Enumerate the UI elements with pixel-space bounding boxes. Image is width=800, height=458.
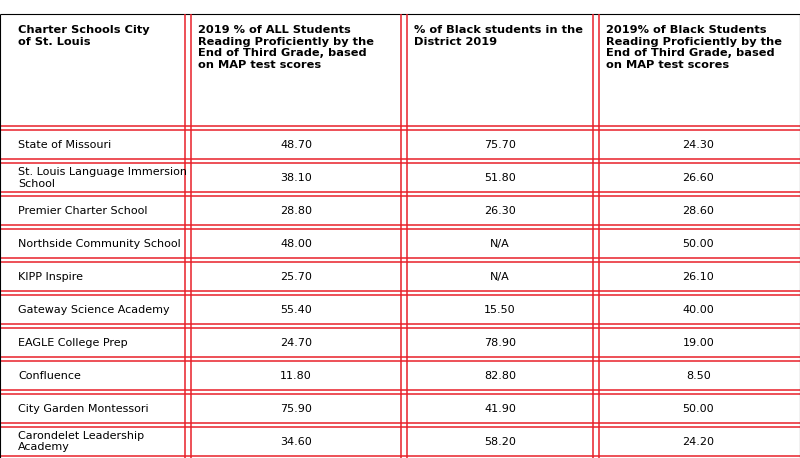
Text: State of Missouri: State of Missouri — [18, 140, 112, 150]
Text: 26.10: 26.10 — [682, 272, 714, 282]
Text: 41.90: 41.90 — [484, 403, 516, 414]
Text: 11.80: 11.80 — [280, 371, 312, 381]
Text: 26.60: 26.60 — [682, 173, 714, 183]
Text: 78.90: 78.90 — [484, 338, 516, 348]
Text: 2019% of Black Students
Reading Proficiently by the
End of Third Grade, based
on: 2019% of Black Students Reading Proficie… — [606, 25, 782, 70]
Text: 75.90: 75.90 — [280, 403, 312, 414]
Text: 58.20: 58.20 — [484, 436, 516, 447]
Text: 50.00: 50.00 — [682, 403, 714, 414]
Text: 19.00: 19.00 — [682, 338, 714, 348]
Text: 50.00: 50.00 — [682, 239, 714, 249]
Text: 48.70: 48.70 — [280, 140, 312, 150]
Text: EAGLE College Prep: EAGLE College Prep — [18, 338, 128, 348]
Text: Carondelet Leadership
Academy: Carondelet Leadership Academy — [18, 431, 145, 453]
Text: 82.80: 82.80 — [484, 371, 516, 381]
Text: 75.70: 75.70 — [484, 140, 516, 150]
Text: N/A: N/A — [490, 272, 510, 282]
Text: 38.10: 38.10 — [280, 173, 312, 183]
Text: 26.30: 26.30 — [484, 206, 516, 216]
Text: City Garden Montessori: City Garden Montessori — [18, 403, 149, 414]
Text: 24.30: 24.30 — [682, 140, 714, 150]
Text: 48.00: 48.00 — [280, 239, 312, 249]
Text: Confluence: Confluence — [18, 371, 82, 381]
Text: 28.80: 28.80 — [280, 206, 312, 216]
Text: % of Black students in the
District 2019: % of Black students in the District 2019 — [414, 25, 583, 47]
Text: Premier Charter School: Premier Charter School — [18, 206, 148, 216]
Text: 25.70: 25.70 — [280, 272, 312, 282]
Text: 24.70: 24.70 — [280, 338, 312, 348]
Text: St. Louis Language Immersion
School: St. Louis Language Immersion School — [18, 167, 187, 189]
Text: Northside Community School: Northside Community School — [18, 239, 181, 249]
Text: N/A: N/A — [490, 239, 510, 249]
Text: 24.20: 24.20 — [682, 436, 714, 447]
Text: 51.80: 51.80 — [484, 173, 516, 183]
Text: Gateway Science Academy: Gateway Science Academy — [18, 305, 170, 315]
Text: 34.60: 34.60 — [280, 436, 312, 447]
Text: Charter Schools City
of St. Louis: Charter Schools City of St. Louis — [18, 25, 150, 47]
Text: 15.50: 15.50 — [484, 305, 516, 315]
Text: 28.60: 28.60 — [682, 206, 714, 216]
Text: KIPP Inspire: KIPP Inspire — [18, 272, 83, 282]
Text: 2019 % of ALL Students
Reading Proficiently by the
End of Third Grade, based
on : 2019 % of ALL Students Reading Proficien… — [198, 25, 374, 70]
Text: 8.50: 8.50 — [686, 371, 710, 381]
Text: 55.40: 55.40 — [280, 305, 312, 315]
Text: 40.00: 40.00 — [682, 305, 714, 315]
